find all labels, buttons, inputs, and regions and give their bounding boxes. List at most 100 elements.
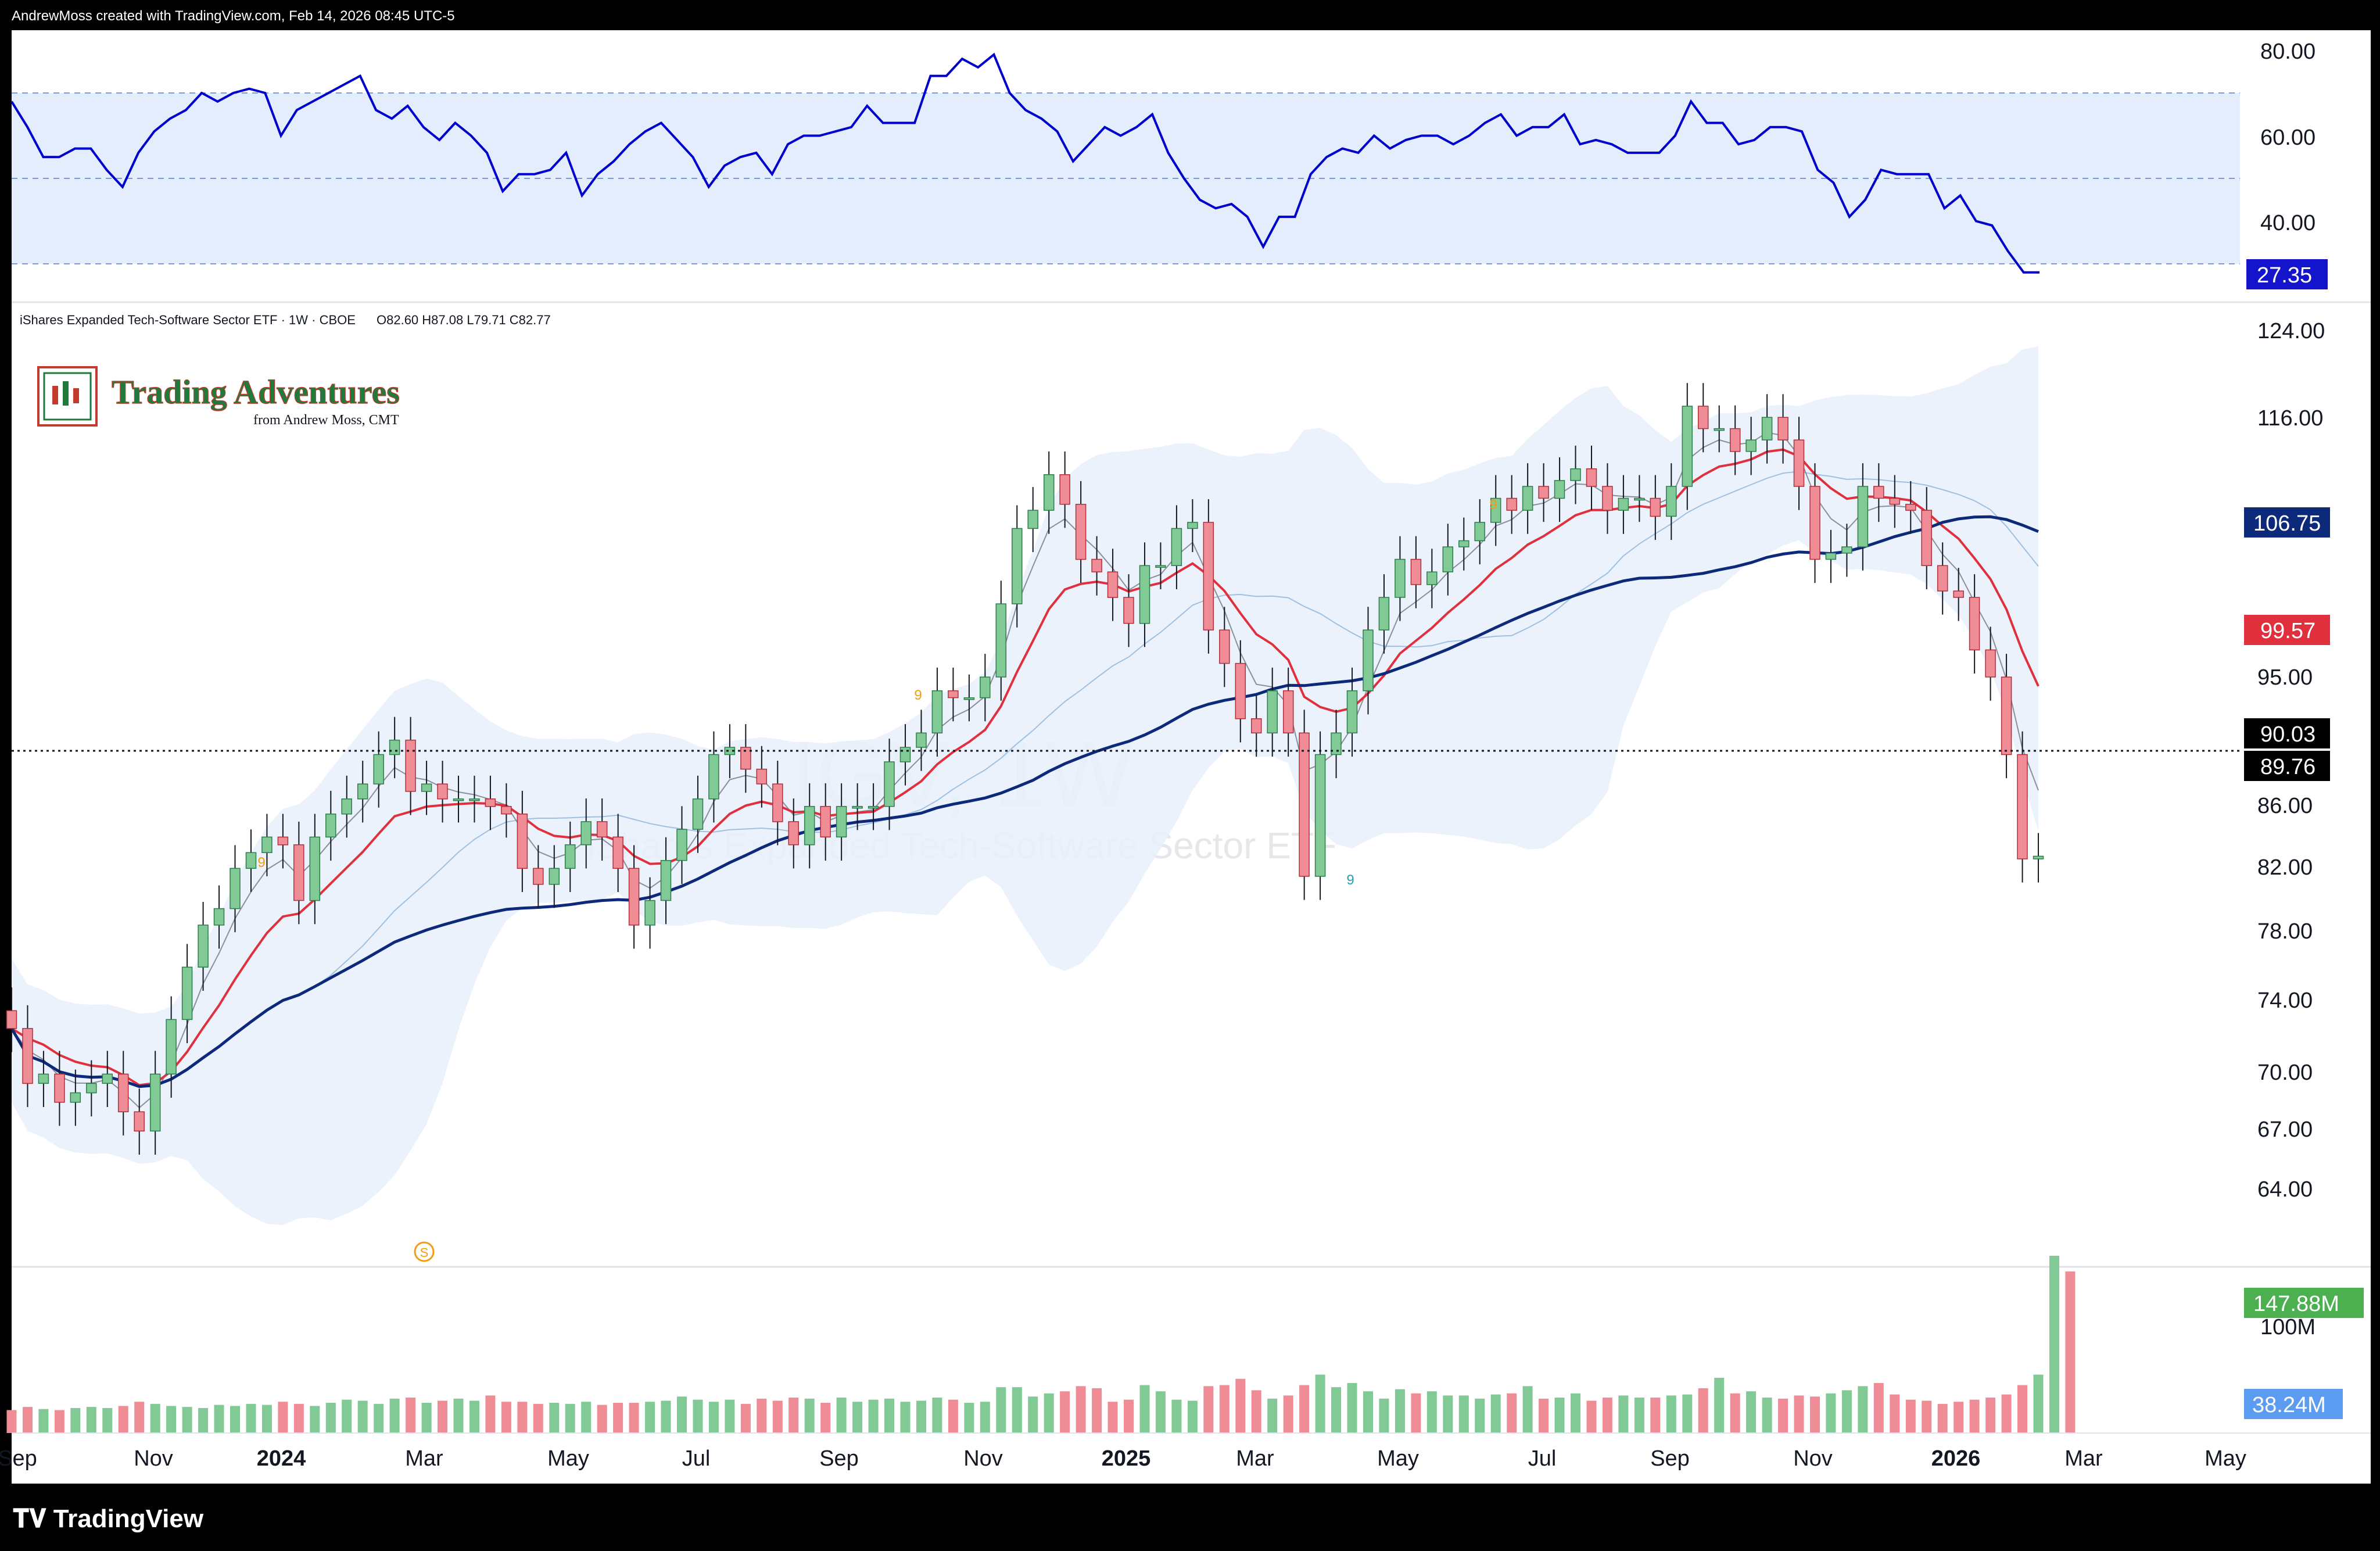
candle-body xyxy=(2001,676,2012,755)
time-tick: 2024 xyxy=(257,1446,306,1471)
candle-body xyxy=(1282,690,1294,734)
volume-bar xyxy=(1810,1396,1820,1433)
candle-body xyxy=(1250,718,1262,734)
candle-body xyxy=(1171,528,1182,567)
td-marker: 9 xyxy=(1489,497,1497,513)
volume-bar xyxy=(246,1403,256,1433)
candle-body xyxy=(1538,486,1549,499)
candle-body xyxy=(134,1111,145,1132)
volume-bar xyxy=(1794,1395,1804,1433)
volume-bar xyxy=(1666,1395,1676,1433)
candle-body xyxy=(1346,690,1358,734)
time-tick: Nov xyxy=(963,1446,1003,1471)
volume-bar xyxy=(1922,1400,1932,1433)
candle-body xyxy=(1091,558,1102,572)
td-marker: 9 xyxy=(257,855,265,871)
candle-body xyxy=(1107,571,1119,598)
rsi-tick-40: 40.00 xyxy=(2260,211,2316,235)
rsi-tick-80: 80.00 xyxy=(2260,40,2316,64)
volume-bar xyxy=(1571,1393,1580,1433)
candle-body xyxy=(1841,546,1852,554)
volume-bar xyxy=(1411,1393,1421,1433)
candle-body xyxy=(421,783,432,792)
volume-bar xyxy=(996,1387,1006,1433)
candle-body xyxy=(469,798,480,801)
td-marker: 9 xyxy=(1346,872,1354,888)
volume-bar xyxy=(1634,1398,1644,1433)
volume-bar xyxy=(533,1403,543,1433)
td-marker: 9 xyxy=(914,687,922,703)
time-tick: Mar xyxy=(405,1446,443,1471)
volume-bar xyxy=(677,1396,687,1433)
chart-canvas[interactable]: 80.00 60.00 40.00 27.35 iShares Expanded… xyxy=(0,30,2380,1484)
logo-subtitle: from Andrew Moss, CMT xyxy=(253,413,399,428)
candle-body xyxy=(261,836,273,853)
candle-body xyxy=(1554,480,1565,499)
candle-body xyxy=(804,805,815,846)
volume-bar xyxy=(438,1400,447,1433)
volume-bar xyxy=(1395,1389,1405,1433)
volume-bar xyxy=(134,1402,145,1433)
volume-bar xyxy=(1139,1385,1150,1433)
candle-body xyxy=(485,798,496,807)
volume-bar xyxy=(374,1403,384,1433)
volume-bar xyxy=(357,1400,368,1433)
candle-body xyxy=(1745,439,1757,452)
candle-body xyxy=(166,1019,177,1075)
volume-bar xyxy=(38,1409,49,1433)
crosshair-price-label: 89.76 xyxy=(2260,755,2316,779)
dividend-marker-icon[interactable] xyxy=(414,1241,435,1262)
candle-body xyxy=(1985,649,1996,678)
candle-body xyxy=(198,925,209,968)
volume-value-tag xyxy=(2244,1288,2364,1318)
candle-body xyxy=(884,761,895,807)
candle-body xyxy=(820,805,831,838)
sma-line xyxy=(10,515,2039,1088)
time-tick: Sep xyxy=(0,1446,37,1471)
volume-bar xyxy=(1746,1391,1757,1433)
volume-bar xyxy=(661,1400,671,1433)
tradingview-logo[interactable]: 𝐓𝐕 TradingView xyxy=(13,1505,204,1533)
volume-bar xyxy=(1107,1402,1118,1433)
volume-bar xyxy=(1203,1386,1214,1433)
price-tick-116: 116.00 xyxy=(2257,406,2323,431)
time-axis: Sep Nov 2024 Mar May Jul Sep Nov 2025 Ma… xyxy=(0,1446,2246,1471)
volume-bar xyxy=(852,1402,863,1433)
candle-body xyxy=(1426,571,1438,585)
candle-body xyxy=(963,697,975,700)
candle-body xyxy=(293,844,304,901)
volume-ma-label: 38.24M xyxy=(2252,1393,2326,1417)
candle-body xyxy=(405,739,416,792)
time-tick: Jul xyxy=(1528,1446,1557,1471)
volume-bar xyxy=(1714,1377,1725,1433)
volume-bar xyxy=(708,1402,719,1433)
volume-bar xyxy=(1235,1378,1246,1433)
volume-bar xyxy=(1858,1386,1868,1433)
candle-body xyxy=(1682,406,1693,487)
volume-bar xyxy=(485,1395,496,1433)
candle-body xyxy=(1027,510,1038,529)
price-tick-86: 86.00 xyxy=(2257,794,2313,818)
volume-bar xyxy=(389,1398,400,1433)
candle-body xyxy=(1012,528,1023,604)
volume-bar xyxy=(1443,1395,1453,1433)
price-tick-82: 82.00 xyxy=(2257,855,2313,880)
countdown-price-label: 90.03 xyxy=(2260,722,2316,747)
candle-body xyxy=(149,1073,161,1132)
candle-body xyxy=(117,1073,129,1112)
candle-body xyxy=(86,1083,97,1094)
volume-bar xyxy=(1522,1386,1533,1433)
ema-price-tag xyxy=(2244,615,2330,645)
candle-body xyxy=(1761,417,1773,440)
candle-body xyxy=(373,754,384,785)
price-tick-70: 70.00 xyxy=(2257,1061,2313,1085)
volume-bar xyxy=(1985,1398,1996,1433)
candle-body xyxy=(1697,406,1709,429)
volume-ma-tag xyxy=(2244,1389,2343,1419)
attribution-text: AndrewMoss created with TradingView.com,… xyxy=(12,8,455,24)
volume-panel: 100M 147.88M 38.24M xyxy=(6,1256,2364,1433)
volume-bar xyxy=(932,1398,942,1433)
volume-bar xyxy=(740,1403,751,1433)
volume-bar xyxy=(278,1402,288,1433)
candle-body xyxy=(788,821,799,846)
